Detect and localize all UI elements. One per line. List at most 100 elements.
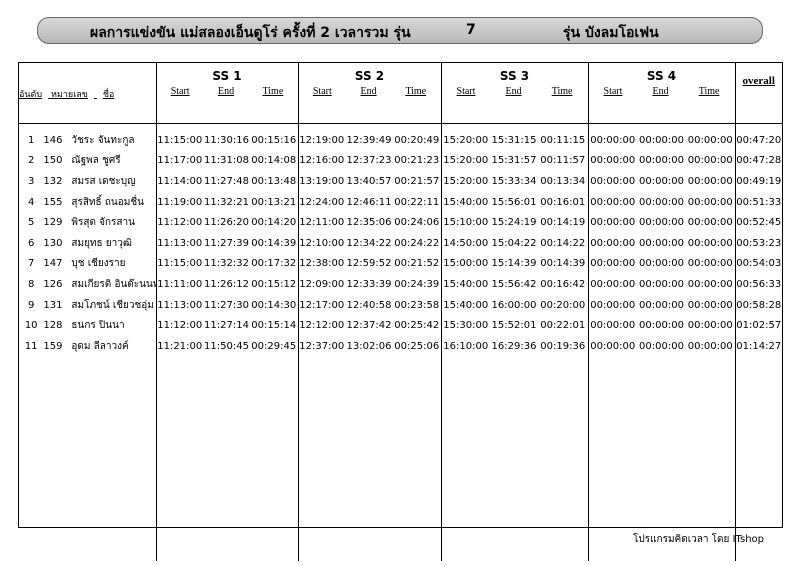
ss1-time: 00:15:16 [251,134,297,146]
table-row: 8 126 สมเกียรติ อินต๊ะนนท์ 11:11:00 11:26:1… [19,274,782,295]
rank: 11 [24,340,38,352]
ss1-end: 11:27:48 [204,175,249,187]
ss2-start: 12:17:00 [297,294,345,316]
ss4-end: 00:00:00 [639,237,684,249]
ss1-start: 11:14:00 [155,171,203,192]
ss1-time: 00:14:30 [251,299,297,311]
ss2-start: 13:19:00 [297,171,345,192]
rider-number: 155 [43,196,63,208]
ss1-start: 11:17:00 [155,150,203,172]
start-header: Start [456,86,476,97]
ss3-end: 15:31:15 [491,134,537,146]
ss4-start: 00:00:00 [587,315,637,336]
rider-number: 146 [43,134,63,146]
stage-title: SS 3 [499,69,530,83]
ss3-start: 15:20:00 [440,123,490,151]
overall-time: 00:53:23 [734,232,782,254]
rider-number: 126 [43,278,63,290]
rider-cell: 11 159 อุดม ลีลาวงค์ [19,336,156,357]
overall-time: 00:49:19 [734,171,782,192]
table-row: 1 146 วัชระ จันทะกูล 11:15:00 11:30:16 00:15… [19,123,782,151]
ss1-start: 11:12:00 [155,212,203,233]
ss4-start: 00:00:00 [587,191,637,213]
ss2-end: 12:34:22 [346,237,392,249]
ss2-end: 12:39:49 [346,134,392,146]
ss2-time: 00:22:11 [394,196,440,208]
ss1-header: SS 1 Start End Time [155,63,298,124]
ss2-end: 12:35:06 [346,217,392,229]
rider-number: 130 [43,237,63,249]
overall-time: 00:47:20 [734,123,782,151]
ss1-end: 11:50:45 [204,340,249,352]
ss1-end: 11:30:16 [204,134,249,146]
table-row: 6 130 สมยุทธ ยาวุฒิ 11:13:00 11:27:39 00:14:… [19,232,782,254]
rider-name: บุช เชียงราย [71,258,126,270]
rider-name: ณัฐพล ชูศรี [71,155,121,167]
rider-cell: 7 147 บุช เชียงราย [19,254,156,275]
ss4-end: 00:00:00 [639,320,684,332]
number-header: หมายเลข [51,90,88,100]
ss4-end: 00:00:00 [639,134,684,146]
ss3-start: 15:00:00 [440,253,490,275]
name-header: ชื่อ [102,90,115,100]
ss2-end: 12:37:42 [346,320,392,332]
table-row: 10 128 ธนกร ปินนา 11:12:00 11:27:14 00:15:14… [19,315,782,336]
ss4-end: 00:00:00 [639,258,684,270]
ss4-time: 00:00:00 [687,258,733,270]
overall-time: 00:51:33 [734,191,782,213]
ss2-start: 12:11:00 [297,212,345,233]
ss3-time: 00:22:01 [540,320,586,332]
ss2-time: 00:21:52 [394,258,440,270]
class-name: รุ่น บังลมโอเฟน [563,25,659,41]
overall-time: 00:52:45 [734,212,782,233]
ss1-time: 00:15:14 [251,320,297,332]
ss3-end: 15:24:19 [491,217,537,229]
ss1-time: 00:14:08 [251,155,297,167]
start-header: Start [312,86,332,97]
ss3-time: 00:16:01 [540,196,586,208]
rider-name: พิรสุด จักรสาน [71,217,135,229]
rider-cell: 9 131 สมโภชน์ เชียวชอุ่ม [19,295,156,316]
rank: 3 [28,175,35,187]
ss1-start: 11:13:00 [155,232,203,254]
ss3-end: 15:56:01 [491,196,537,208]
ss2-start: 12:09:00 [297,274,345,295]
ss1-time: 00:13:48 [251,175,297,187]
ss2-time: 00:23:58 [394,299,440,311]
time-header: Time [405,86,427,97]
ss1-time: 00:17:32 [251,258,297,270]
table-row: 9 131 สมโภชน์ เชียวชอุ่ม 11:13:00 11:27:30 0… [19,294,782,316]
time-header: Time [262,86,284,97]
results-table: อันดับ หมายเลข ชื่อ SS 1 Start End Time SS… [19,63,782,561]
ss4-end: 00:00:00 [639,217,684,229]
ss3-end: 15:33:34 [491,175,537,187]
ss1-start: 11:19:00 [155,191,203,213]
ss2-start: 12:37:00 [297,335,345,357]
ss4-end: 00:00:00 [639,299,684,311]
overall-time: 01:02:57 [734,315,782,336]
ss1-start: 11:21:00 [155,335,203,357]
rider-name: สมรส เดชะบุญ [71,175,136,187]
ss2-end: 13:40:57 [346,175,392,187]
rider-name: อุดม ลีลาวงค์ [71,340,129,352]
ss1-start: 11:15:00 [155,253,203,275]
ss2-time: 00:24:39 [394,278,440,290]
ss4-time: 00:00:00 [687,320,733,332]
ss4-start: 00:00:00 [587,212,637,233]
table-row: 4 155 สุรสิทธิ์ ถนอมชื่น 11:19:00 11:32:21 0… [19,191,782,213]
rider-number: 159 [43,340,63,352]
ss3-time: 00:11:15 [540,134,586,146]
stage-title: SS 1 [212,69,242,83]
ss3-time: 00:16:42 [540,278,586,290]
footer-credit: โปรแกรมคิดเวลา โดย ITshop [632,534,764,545]
ss4-end: 00:00:00 [639,340,684,352]
ss3-end: 15:04:22 [491,237,537,249]
rank-header: อันดับ [19,90,43,100]
start-header: Start [603,86,623,97]
ss4-time: 00:00:00 [687,155,733,167]
ss3-end: 16:00:00 [491,299,537,311]
ss2-header: SS 2 Start End Time [297,63,441,124]
ss4-time: 00:00:00 [687,299,733,311]
ss2-start: 12:12:00 [297,315,345,336]
end-header: End [218,86,235,97]
